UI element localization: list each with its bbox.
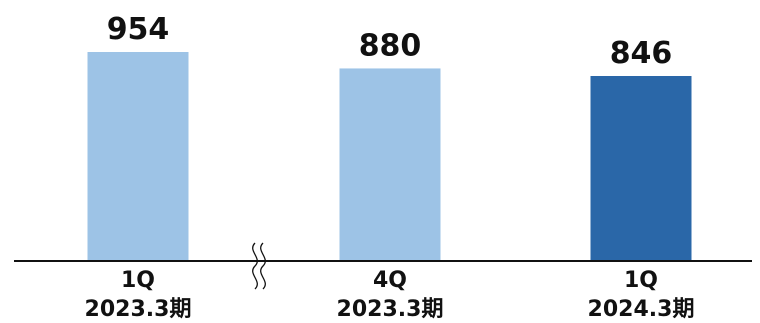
bar-3 [590,76,692,261]
category-quarter-label: 1Q [121,268,155,293]
category-period-label: 2024.3期 [588,297,695,322]
bar-value-label: 880 [359,28,422,63]
bar-value-label: 846 [610,36,673,71]
category-period-label: 2023.3期 [337,297,444,322]
bar-1 [87,52,189,261]
category-period-label: 2023.3期 [85,297,192,322]
bars-group [87,52,692,261]
category-quarter-label: 1Q [624,268,658,293]
category-quarter-label: 4Q [373,268,407,293]
bar-2 [339,68,441,261]
axis-break-icon [252,242,266,290]
bar-value-label: 954 [107,12,170,47]
value-labels-group: 954 880 846 [107,12,673,71]
category-labels-group: 1Q 2023.3期 4Q 2023.3期 1Q 2024.3期 [85,268,695,322]
